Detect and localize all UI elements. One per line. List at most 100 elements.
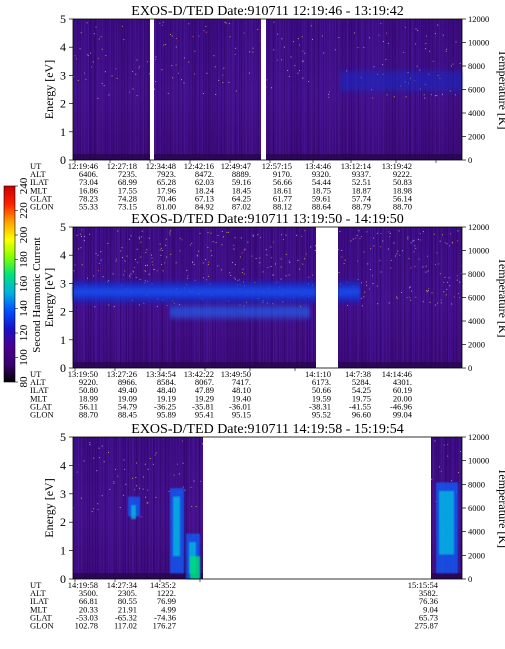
spectrogram-streak <box>181 19 182 160</box>
spectrogram-speckle <box>366 231 368 233</box>
spectrogram-speckle <box>458 472 460 474</box>
spectrogram-speckle <box>210 232 212 234</box>
spectrogram-speckle <box>417 30 419 31</box>
spectrogram-speckle <box>211 255 213 257</box>
spectrogram-speckle <box>437 302 438 304</box>
orbit-row-value: 56.14 <box>393 193 413 203</box>
spectrogram-streak <box>389 227 390 368</box>
spectrogram-speckle <box>433 233 435 235</box>
spectrogram-speckle <box>446 48 447 50</box>
spectrogram-speckle <box>338 37 340 38</box>
spectrogram-speckle <box>98 270 100 272</box>
spectrogram-streak <box>97 437 98 579</box>
spectrogram-speckle <box>160 247 162 249</box>
spectrogram-speckle <box>159 249 161 251</box>
spectrogram-speckle <box>266 254 268 256</box>
spectrogram-speckle <box>259 237 261 238</box>
orbit-row-value: 18.98 <box>393 185 412 195</box>
spectrogram-speckle <box>431 478 433 480</box>
spectrogram-speckle <box>81 229 83 231</box>
spectrogram-speckle <box>454 94 456 96</box>
spectrogram-streak <box>176 19 177 160</box>
spectrogram-streak <box>244 19 245 160</box>
spectrogram-speckle <box>95 26 97 28</box>
spectrogram-speckle <box>243 273 245 275</box>
orbit-row-value: 78.23 <box>79 193 98 203</box>
spectrogram-speckle <box>239 304 241 306</box>
spectrogram-streak <box>433 437 434 579</box>
spectrogram-streak <box>218 19 219 160</box>
orbit-row-label: ILAT <box>30 596 49 606</box>
spectrogram-speckle <box>181 239 183 241</box>
spectrogram-speckle <box>360 297 362 299</box>
spectrogram-speckle <box>169 231 171 233</box>
y-tick-label: 5 <box>60 12 66 26</box>
spectrogram-streak <box>235 19 236 160</box>
orbit-row-value: 9337. <box>352 169 371 179</box>
spectrogram-speckle <box>233 248 235 250</box>
colorbar-tick-label: 200 <box>18 226 30 243</box>
y-tick-label: 5 <box>60 430 66 444</box>
spectrogram-speckle <box>115 260 117 262</box>
spectrogram-speckle <box>282 301 284 303</box>
spectrogram-streak <box>382 227 383 368</box>
spectrogram-speckle <box>386 32 387 34</box>
spectrogram-speckle <box>394 255 396 257</box>
spectrogram-speckle <box>267 267 269 269</box>
orbit-row-label: ILAT <box>30 385 49 395</box>
spectrogram-speckle <box>239 256 241 258</box>
spectrogram-speckle <box>294 65 296 67</box>
spectrogram-speckle <box>210 250 212 252</box>
spectrogram-speckle <box>93 457 95 459</box>
spectrogram-speckle <box>411 290 412 292</box>
spectrogram-speckle <box>103 85 105 87</box>
spectrogram-speckle <box>382 41 384 42</box>
spectrogram-speckle <box>104 71 106 73</box>
spectrogram-speckle <box>121 25 123 27</box>
spectrogram-speckle <box>161 24 163 26</box>
spectrogram-speckle <box>91 66 93 68</box>
spectrogram-speckle <box>328 93 330 95</box>
spectrogram-speckle <box>265 249 267 251</box>
spectrogram-speckle <box>423 94 425 96</box>
spectrogram-speckle <box>413 251 415 253</box>
spectrogram-speckle <box>447 281 448 283</box>
spectrogram-speckle <box>451 303 453 305</box>
spectrogram-speckle <box>366 284 368 286</box>
spectrogram-streak <box>203 19 204 160</box>
spectrogram-speckle <box>407 236 409 238</box>
spectrogram-speckle <box>425 271 427 273</box>
spectrogram-speckle <box>301 235 303 237</box>
spectrogram-streak <box>182 19 183 160</box>
orbit-row-value: 88.70 <box>393 202 412 212</box>
y-right-axis-label: Temperature [K] <box>496 257 505 337</box>
spectrogram-streak <box>322 19 323 160</box>
spectrogram-streak <box>246 19 247 160</box>
spectrogram-speckle <box>86 22 88 24</box>
spectrogram-low-energy <box>73 573 203 579</box>
spectrogram-speckle <box>226 231 228 233</box>
spectrogram-speckle <box>302 60 304 62</box>
spectrogram-speckle <box>369 269 371 270</box>
orbit-row-value: 13:12:14 <box>341 161 372 171</box>
spectrogram-streak <box>92 437 93 579</box>
spectrogram-streak <box>258 19 259 160</box>
spectrogram-speckle <box>328 96 329 98</box>
spectrogram-speckle <box>144 463 146 465</box>
spectrogram-speckle <box>399 254 401 256</box>
spectrogram-speckle <box>93 33 95 35</box>
spectrogram-speckle <box>97 97 99 99</box>
spectrogram-streak <box>125 437 126 579</box>
orbit-row-value: 7923. <box>157 169 176 179</box>
colorbar-tick-label: 220 <box>18 202 30 219</box>
spectrogram-speckle <box>135 73 137 75</box>
y-tick-label: 3 <box>60 68 66 82</box>
spectrogram-speckle <box>166 256 168 258</box>
spectrogram-speckle <box>155 452 157 454</box>
orbit-row-value: 16.86 <box>79 185 98 195</box>
spectrogram-low-energy <box>73 154 462 160</box>
spectrogram-streak <box>392 227 393 368</box>
spectrogram-streak <box>373 227 374 368</box>
spectrogram-speckle <box>271 87 272 89</box>
spectrogram-speckle <box>444 276 446 278</box>
